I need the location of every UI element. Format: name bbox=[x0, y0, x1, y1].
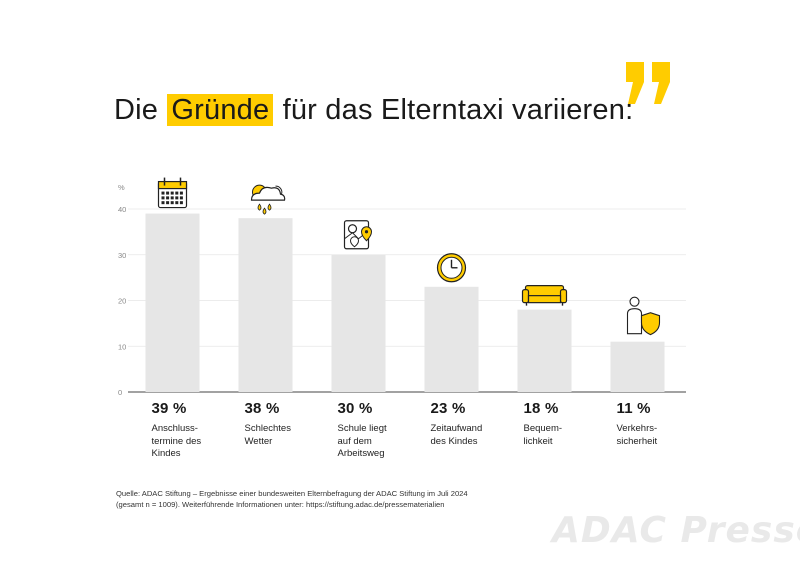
bar bbox=[238, 218, 293, 392]
watermark: ADAC Presse bbox=[552, 510, 800, 551]
y-tick-label: 30 bbox=[118, 251, 126, 260]
y-tick-label: 0 bbox=[118, 388, 122, 397]
bar bbox=[424, 286, 479, 392]
source-note: Quelle: ADAC Stiftung – Ergebnisse einer… bbox=[116, 488, 636, 510]
page-title: Die Gründe für das Elterntaxi variieren: bbox=[114, 92, 633, 128]
sofa-icon bbox=[521, 285, 568, 306]
bar bbox=[145, 213, 200, 392]
y-tick-label: 40 bbox=[118, 205, 126, 214]
map-pin-icon bbox=[343, 220, 373, 250]
y-tick-label: 20 bbox=[118, 297, 126, 306]
bar bbox=[331, 254, 386, 392]
title-highlight: Gründe bbox=[167, 94, 274, 126]
title-after: für das Elterntaxi variieren: bbox=[282, 94, 634, 126]
source-line-1: Quelle: ADAC Stiftung – Ergebnisse einer… bbox=[116, 489, 468, 498]
person-shield-icon bbox=[626, 296, 661, 336]
bar bbox=[517, 309, 572, 392]
rain-cloud-icon bbox=[250, 184, 286, 215]
y-tick-label: 10 bbox=[118, 342, 126, 351]
y-axis-unit: % bbox=[118, 183, 125, 192]
quote-mark-icon bbox=[626, 62, 670, 104]
bar bbox=[610, 341, 665, 392]
title-before: Die bbox=[114, 94, 159, 126]
source-line-2: (gesamt n = 1009). Weiterführende Inform… bbox=[116, 500, 445, 509]
calendar-icon bbox=[157, 177, 188, 209]
clock-icon bbox=[436, 253, 467, 283]
